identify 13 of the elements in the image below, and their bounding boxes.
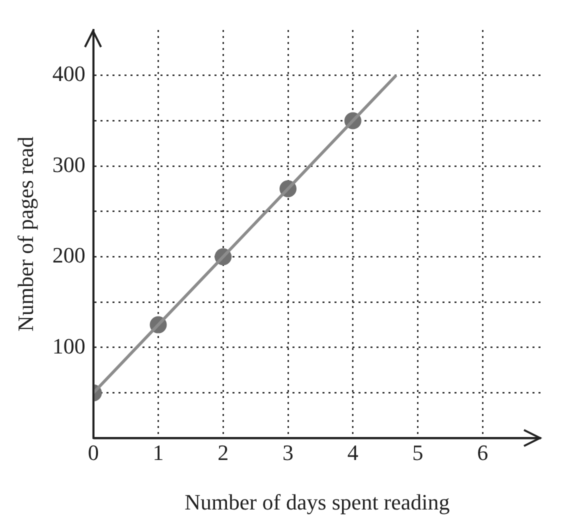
y-tick-label: 200 [52,242,86,268]
x-axis-title: Number of days spent reading [184,490,450,515]
x-tick-label: 1 [152,440,164,466]
x-tick-label: 4 [347,440,358,466]
y-axis-title: Number of pages read [12,136,38,332]
x-tick-label: 0 [88,440,99,466]
y-tick-label: 100 [52,333,86,358]
y-tick-label: 400 [52,61,86,86]
x-tick-label: 3 [282,440,294,466]
y-tick-label: 300 [52,152,86,177]
x-tick-label: 5 [412,440,424,466]
x-tick-label: 6 [477,440,488,466]
x-tick-label: 2 [218,440,229,466]
